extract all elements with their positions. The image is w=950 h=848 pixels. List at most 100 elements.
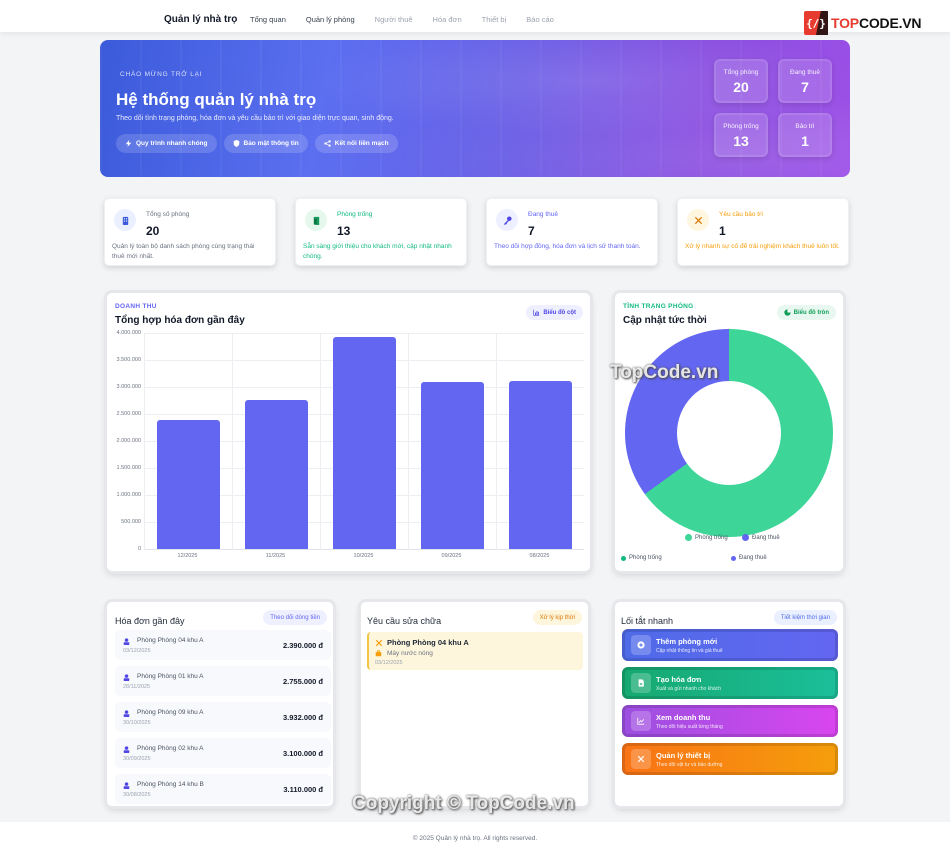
plus-circle-icon [631, 635, 651, 655]
user-icon [123, 674, 130, 681]
sub-legend-vacant: Phòng trống [621, 555, 662, 561]
stat-label: Phòng trống [337, 211, 373, 218]
nav-links: Tổng quan Quản lý phòng Người thuê Hóa đ… [250, 15, 574, 24]
revenue-bar-chart: 4.000.000 3.500.000 3.000.000 2.500.000 … [117, 330, 584, 559]
repair-request-item[interactable]: Phòng Phòng 04 khu A Máy nước nóng 03/12… [367, 632, 583, 670]
key-icon [496, 209, 518, 231]
hero-chips: Quy trình nhanh chóng Bảo mật thông tin … [116, 134, 398, 153]
chart-pie-icon [784, 309, 791, 316]
chip-connect: Kết nối liền mạch [314, 134, 398, 153]
pie-chart-pill[interactable]: Biểu đồ tròn [776, 305, 836, 320]
watermark-copyright: Copyright © TopCode.vn [352, 793, 575, 814]
chip-security: Bảo mật thông tin [223, 134, 308, 153]
cashflow-pill: Theo dõi dòng tiền [263, 610, 327, 625]
stat-card-maintenance: Yêu cầu bảo trì 1 Xử lý nhanh sự cố để t… [677, 198, 849, 266]
tools-icon [687, 209, 709, 231]
y-tick: 500.000 [121, 519, 141, 525]
legend-vacant[interactable]: Phòng trống [685, 534, 728, 541]
bar-11-2025[interactable] [245, 400, 308, 549]
footer: © 2025 Quản lý nhà trọ. All rights reser… [0, 822, 950, 848]
shortcut-add-room[interactable]: Thêm phòng mới Cập nhật thông tin và giá… [622, 629, 838, 661]
shortcut-manage-devices[interactable]: Quản lý thiết bị Theo dõi vật tư và bảo … [622, 743, 838, 775]
watermark-topcode: TopCode.vn [610, 362, 719, 383]
bolt-icon [125, 140, 132, 147]
save-time-pill: Tiết kiệm thời gian [773, 610, 837, 625]
invoice-row[interactable]: Phòng Phòng 02 khu A 30/09/2025 3.100.00… [115, 738, 331, 768]
room-status-title: Cập nhật tức thời [623, 315, 707, 326]
sub-legend-rented: Đang thuê [731, 555, 767, 561]
y-tick: 1.500.000 [116, 465, 141, 471]
invoice-row[interactable]: Phòng Phòng 09 khu A 30/10/2025 3.932.00… [115, 702, 331, 732]
room-status-eyebrow: TÌNH TRẠNG PHÒNG [623, 303, 694, 310]
nav-link-reports[interactable]: Báo cáo [526, 15, 554, 24]
file-invoice-icon [631, 673, 651, 693]
top-navbar: Quản lý nhà trọ Tổng quan Quản lý phòng … [0, 0, 950, 35]
stat-value: 20 [146, 224, 160, 238]
chart-bar-icon [533, 309, 540, 316]
chip-fast-process: Quy trình nhanh chóng [116, 134, 217, 153]
stat-value: 13 [337, 224, 351, 238]
stat-card-total-rooms: Tổng số phòng 20 Quản lý toàn bộ danh sá… [104, 198, 276, 266]
bar-08-2025[interactable] [509, 381, 572, 549]
legend-rented[interactable]: Đang thuê [742, 534, 780, 541]
x-tick: 12/2025 [177, 553, 198, 559]
brand-title[interactable]: Quản lý nhà trọ [164, 14, 238, 25]
timely-pill: Xử lý kịp thời [532, 610, 582, 625]
hero-title: Hệ thống quản lý nhà trọ [116, 90, 317, 109]
bar-chart-pill[interactable]: Biểu đồ cột [526, 305, 583, 320]
bar-10-2025[interactable] [333, 337, 396, 549]
building-icon [114, 209, 136, 231]
invoice-row[interactable]: Phòng Phòng 01 khu A 28/11/2025 2.755.00… [115, 666, 331, 696]
y-tick: 2.000.000 [116, 438, 141, 444]
repair-requests-panel: Yêu cầu sửa chữa Xử lý kịp thời Phòng Ph… [361, 602, 588, 806]
shortcut-view-revenue[interactable]: Xem doanh thu Theo dõi hiệu suất từng th… [622, 705, 838, 737]
nav-link-tenants[interactable]: Người thuê [374, 15, 413, 24]
invoice-row[interactable]: Phòng Phòng 04 khu A 03/12/2025 2.390.00… [115, 630, 331, 660]
stat-desc: Quản lý toàn bộ danh sách phòng cùng trạ… [112, 243, 255, 260]
footer-copyright: © 2025 Quản lý nhà trọ. All rights reser… [412, 835, 538, 842]
y-tick: 3.000.000 [116, 384, 141, 390]
nav-link-rooms[interactable]: Quản lý phòng [305, 15, 355, 24]
nav-link-overview[interactable]: Tổng quan [250, 15, 286, 24]
stat-card-rented-rooms: Đang thuê 7 Theo dõi hợp đồng, hóa đơn v… [486, 198, 658, 266]
revenue-title: Tổng hợp hóa đơn gần đây [115, 315, 245, 326]
stat-label: Yêu cầu bảo trì [719, 211, 764, 218]
x-tick: 11/2025 [265, 553, 286, 559]
revenue-panel: DOANH THU Tổng hợp hóa đơn gần đây Biểu … [107, 293, 590, 571]
logo-mark-icon: {/} [804, 11, 828, 35]
bar-12-2025[interactable] [157, 420, 220, 549]
y-tick: 4.000.000 [116, 330, 141, 336]
tools-icon [375, 639, 383, 647]
stat-value: 1 [719, 224, 726, 238]
invoices-title: Hóa đơn gần đây [115, 616, 185, 626]
room-status-panel: TÌNH TRẠNG PHÒNG Cập nhật tức thời Biểu … [615, 293, 843, 571]
shortcuts-title: Lối tắt nhanh [621, 616, 674, 626]
shortcut-create-invoice[interactable]: Tạo hóa đơn Xuất và gửi nhanh cho khách [622, 667, 838, 699]
hero-subtitle: Theo dõi tình trạng phòng, hóa đơn và yê… [116, 115, 394, 122]
hero-stats: Tổng phòng 20 Đang thuê 7 Phòng trống 13 Bả… [714, 59, 832, 157]
nav-link-devices[interactable]: Thiết bị [481, 15, 507, 24]
y-tick: 0 [137, 546, 141, 552]
hero-banner: CHÀO MỪNG TRỞ LẠI Hệ thống quản lý nhà t… [100, 40, 850, 177]
y-tick: 3.500.000 [116, 357, 141, 363]
stat-value: 7 [528, 224, 535, 238]
stat-desc: Theo dõi hợp đồng, hóa đơn và lịch sử th… [494, 243, 641, 250]
revenue-eyebrow: DOANH THU [115, 303, 157, 310]
hero-eyebrow: CHÀO MỪNG TRỞ LẠI [120, 71, 203, 78]
user-icon [123, 746, 130, 753]
user-icon [123, 638, 130, 645]
nav-link-invoices[interactable]: Hóa đơn [432, 15, 462, 24]
hero-stat-maintenance: Bảo trì 1 [778, 113, 832, 157]
x-tick: 10/2025 [353, 553, 374, 559]
room-status-donut-chart[interactable] [625, 329, 833, 537]
logo-text: TOPCODE.VN [831, 15, 922, 31]
stat-label: Tổng số phòng [146, 211, 190, 218]
bar-09-2025[interactable] [421, 382, 484, 549]
stat-card-vacant-rooms: Phòng trống 13 Sẵn sàng giới thiệu cho k… [295, 198, 467, 266]
door-open-icon [305, 209, 327, 231]
repairs-title: Yêu cầu sửa chữa [367, 616, 442, 626]
invoice-row[interactable]: Phòng Phòng 14 khu B 30/08/2025 3.110.00… [115, 774, 331, 804]
user-icon [123, 782, 130, 789]
chart-line-icon [631, 711, 651, 731]
y-tick: 1.000.000 [116, 492, 141, 498]
